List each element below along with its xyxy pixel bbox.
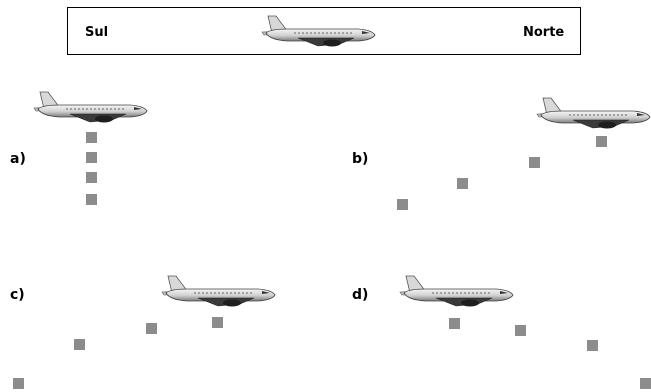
north-label: Norte [523,25,565,40]
airplane-icon [396,272,514,308]
option-d-label: d) [352,287,369,303]
package-square [86,132,97,143]
airplane-icon [30,88,148,124]
package-square [397,199,408,210]
package-square [86,152,97,163]
airplane-icon [533,94,651,130]
package-square [515,325,526,336]
package-square [457,178,468,189]
package-square [86,194,97,205]
package-square [596,136,607,147]
package-square [449,318,460,329]
package-square [86,172,97,183]
package-square [13,378,24,389]
option-a-label: a) [10,151,26,167]
package-square [529,157,540,168]
airplane-icon [158,272,276,308]
package-square [640,378,651,389]
airplane-icon [258,12,376,48]
option-b-label: b) [352,151,369,167]
package-square [74,339,85,350]
package-square [146,323,157,334]
south-label: Sul [85,25,109,40]
package-square [212,317,223,328]
package-square [587,340,598,351]
option-c-label: c) [10,287,25,303]
